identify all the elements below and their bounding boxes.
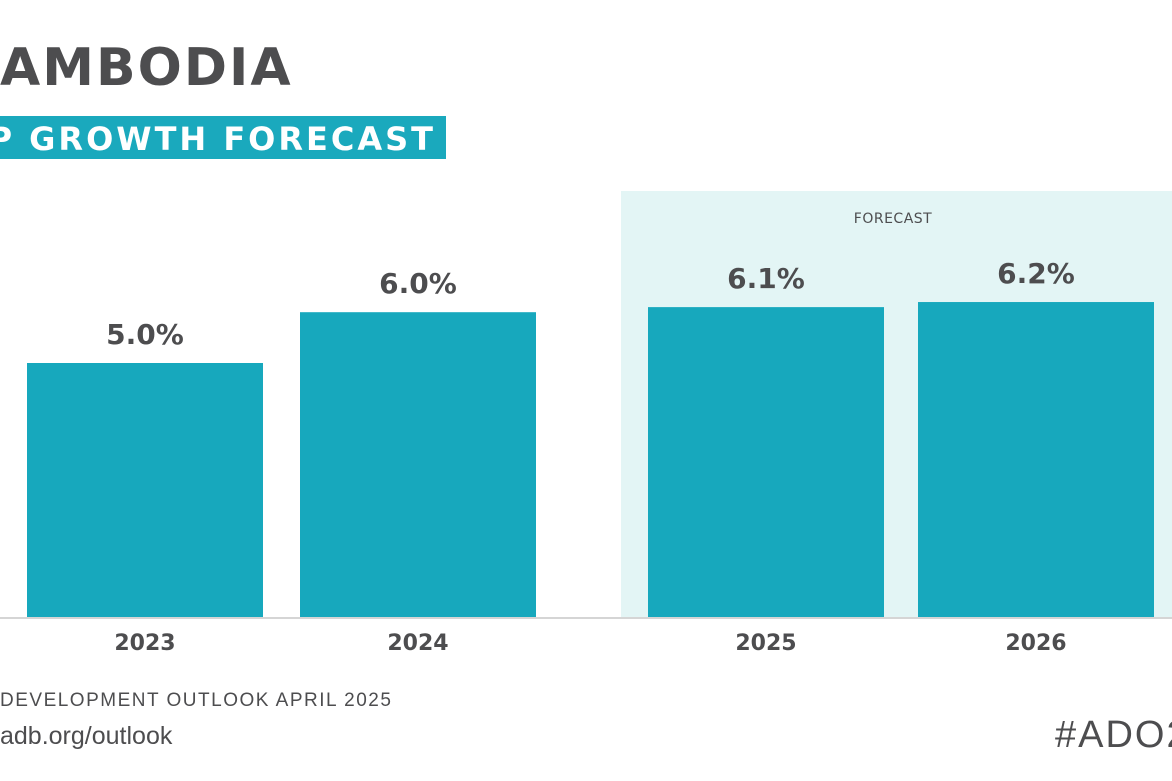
bar-2023 <box>27 363 263 617</box>
bar-value-label: 6.1% <box>727 262 805 295</box>
bar-2025 <box>648 307 884 617</box>
bars-group: 5.0% 6.0% 6.1% 6.2% <box>27 257 1154 617</box>
bar-value-label: 6.0% <box>379 267 457 300</box>
source-url[interactable]: adb.org/outlook <box>0 722 173 750</box>
bar-2024 <box>300 312 536 617</box>
chart-subtitle: P GROWTH FORECAST <box>0 120 436 158</box>
hashtag: #ADO2 <box>1055 714 1172 756</box>
x-tick-label: 2023 <box>114 631 175 656</box>
forecast-label: FORECAST <box>854 211 932 227</box>
bar-value-label: 5.0% <box>106 318 184 351</box>
chart-title: AMBODIA <box>0 38 293 98</box>
x-tick-label: 2025 <box>735 631 796 656</box>
bar-2026 <box>918 302 1154 617</box>
x-tick-label: 2024 <box>387 631 448 656</box>
source-note: DEVELOPMENT OUTLOOK APRIL 2025 <box>0 690 393 711</box>
bar-value-label: 6.2% <box>997 257 1075 290</box>
x-tick-label: 2026 <box>1005 631 1066 656</box>
subtitle-banner: P GROWTH FORECAST <box>0 116 446 159</box>
x-tick-labels: 2023 2024 2025 2026 <box>114 631 1066 656</box>
